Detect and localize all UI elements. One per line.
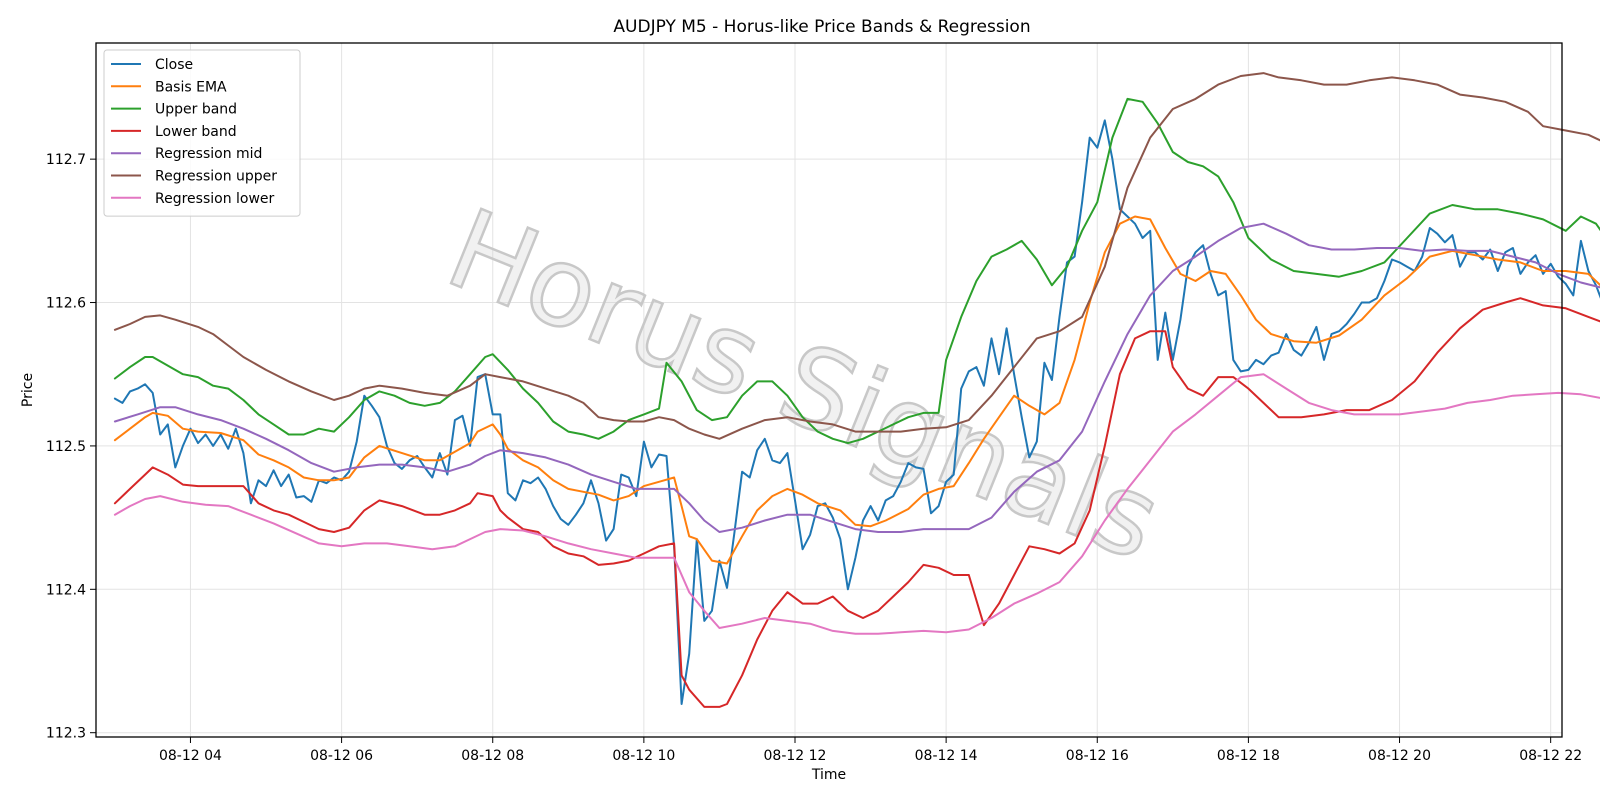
x-tick-label: 08-12 10	[612, 748, 675, 764]
series-line-basis-ema	[113, 215, 1600, 565]
y-axis-label: Price	[20, 373, 36, 407]
y-axis-ticks: 112.3 112.4 112.5 112.6 112.7	[46, 152, 96, 742]
x-tick-label: 08-12 20	[1368, 748, 1431, 764]
x-tick-label: 08-12 16	[1066, 748, 1129, 764]
x-tick-label: 08-12 18	[1217, 748, 1280, 764]
y-tick-label: 112.3	[46, 726, 86, 742]
x-tick-label: 08-12 12	[764, 748, 827, 764]
legend-label: Regression upper	[155, 169, 277, 185]
grid	[96, 43, 1562, 737]
plot-area-frame	[95, 42, 1563, 738]
y-tick-label: 112.6	[46, 296, 86, 312]
x-axis-ticks: 08-12 04 08-12 06 08-12 08 08-12 10 08-12 12…	[159, 737, 1582, 764]
legend-label: Regression lower	[155, 191, 275, 207]
x-tick-label: 08-12 14	[915, 748, 978, 764]
x-tick-label: 08-12 08	[461, 748, 524, 764]
y-tick-label: 112.7	[46, 152, 86, 168]
legend-box	[103, 49, 301, 217]
legend-label: Upper band	[155, 102, 237, 118]
series-line-close	[113, 119, 1600, 705]
x-tick-label: 08-12 22	[1519, 748, 1582, 764]
series-line-regression-lower	[113, 373, 1600, 635]
y-tick-label: 112.5	[46, 439, 86, 455]
chart-title: AUDJPY M5 - Horus-like Price Bands & Reg…	[613, 17, 1030, 37]
legend-label: Regression mid	[155, 146, 262, 162]
series-line-lower-band	[113, 297, 1600, 708]
series-line-regression-upper	[113, 72, 1600, 440]
legend-label: Basis EMA	[155, 79, 227, 95]
y-tick-label: 112.4	[46, 582, 86, 598]
legend-label: Lower band	[155, 124, 237, 140]
series-line-regression-mid	[113, 222, 1600, 533]
legend-label: Close	[155, 57, 193, 73]
x-tick-label: 08-12 04	[159, 748, 222, 764]
legend: Close Basis EMA Upper band Lower band Regres…	[103, 49, 301, 217]
series-lines	[113, 72, 1600, 708]
series-line-upper-band	[113, 97, 1600, 445]
x-tick-label: 08-12 06	[310, 748, 373, 764]
x-axis-label: Time	[811, 767, 846, 783]
